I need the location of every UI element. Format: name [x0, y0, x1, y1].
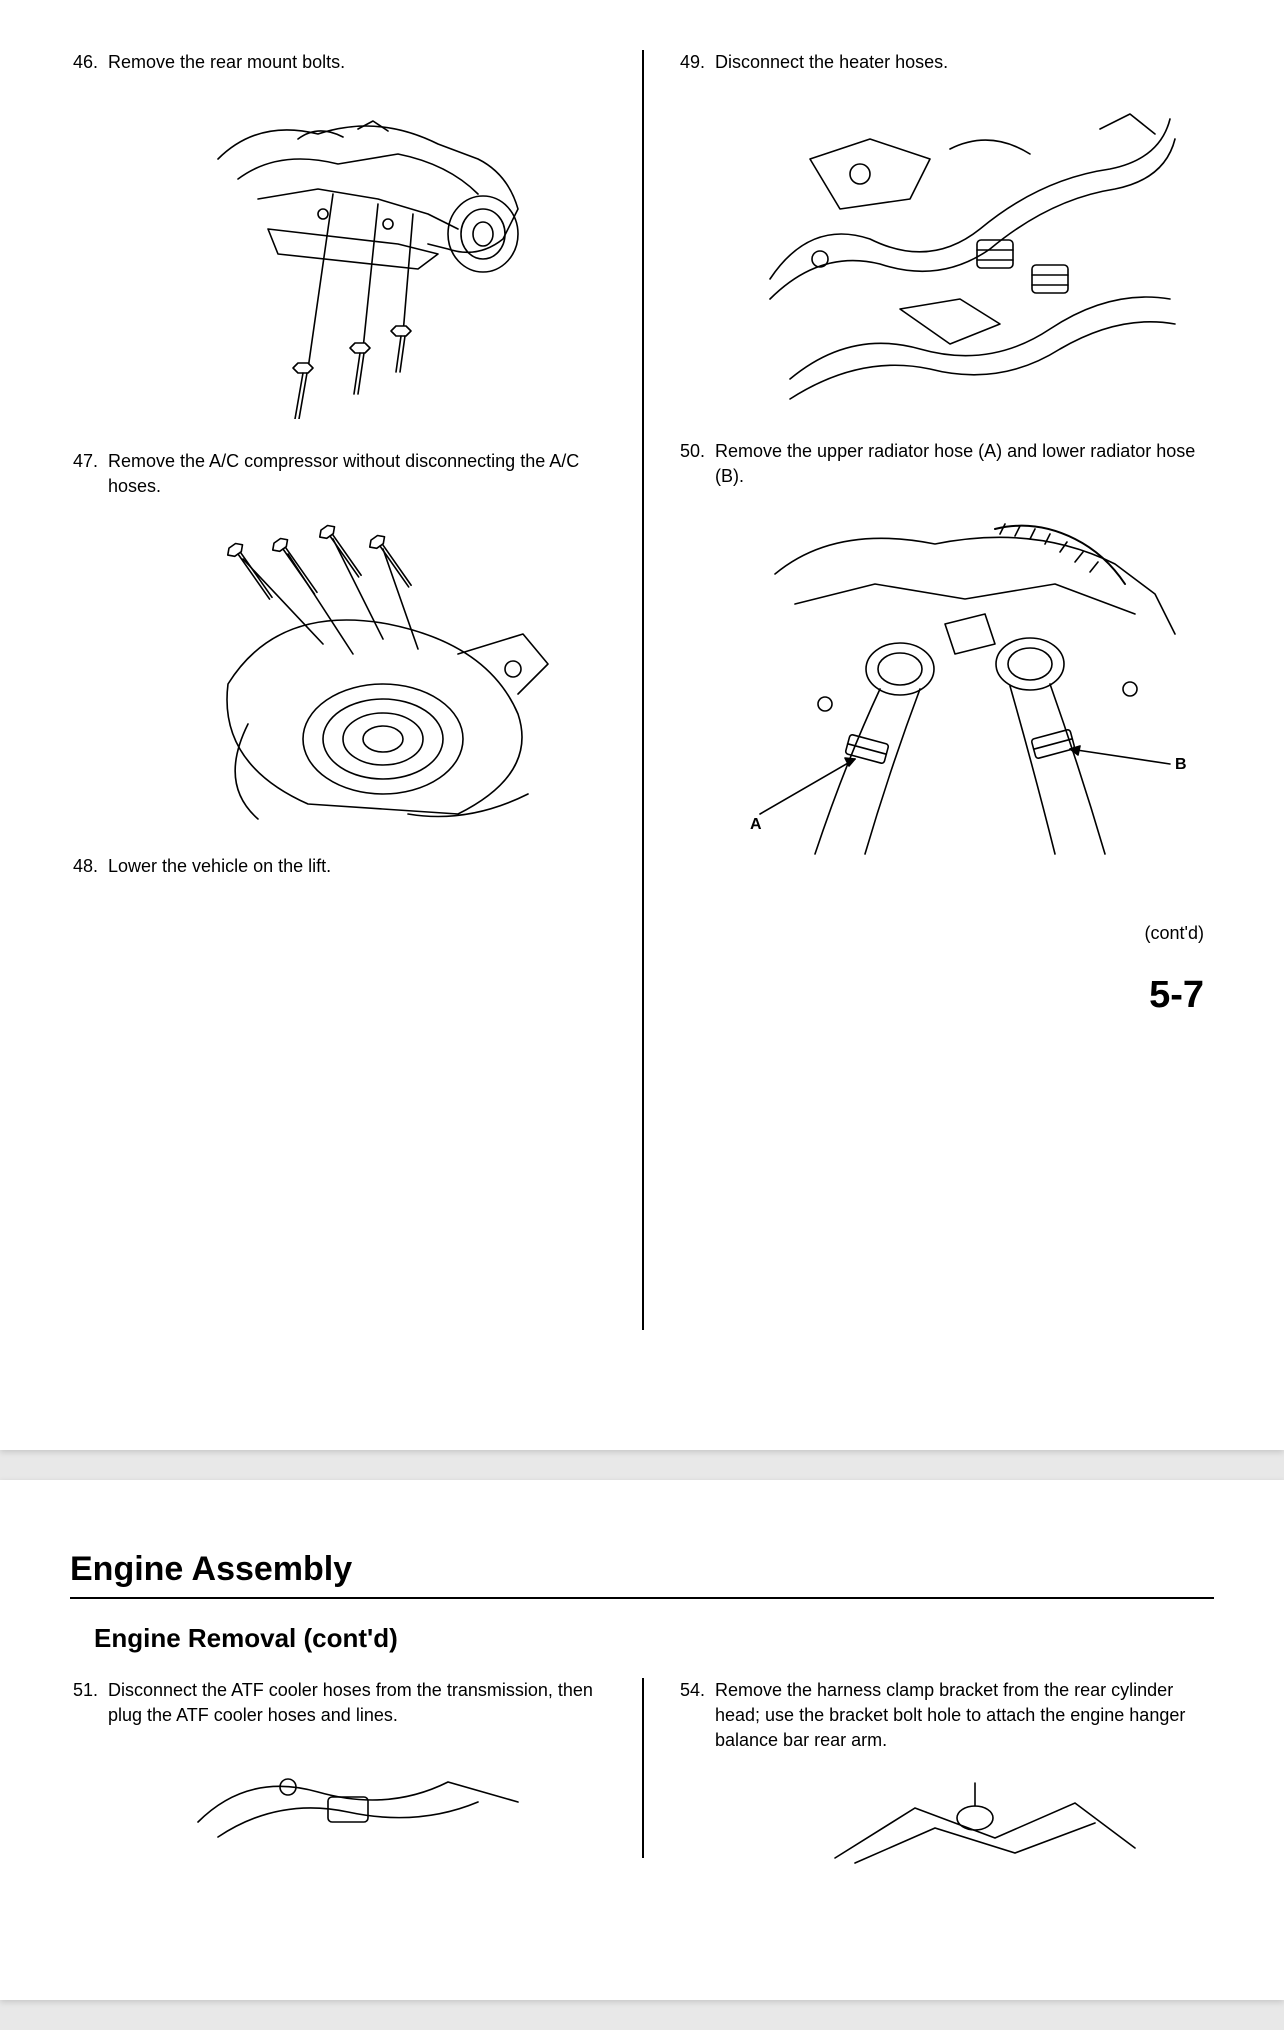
manual-page-1: 46. Remove the rear mount bolts. [0, 0, 1284, 1450]
section-rule [70, 1597, 1214, 1599]
right-column: 54. Remove the harness clamp bracket fro… [642, 1678, 1214, 1898]
sub-title: Engine Removal (cont'd) [94, 1623, 1214, 1654]
column-divider [642, 1678, 644, 1858]
step-number: 48. [70, 854, 108, 879]
step-text: Disconnect the ATF cooler hoses from the… [108, 1678, 607, 1728]
diagram-ac-compressor [108, 524, 607, 824]
label-a: A [750, 816, 762, 833]
step-number: 51. [70, 1678, 108, 1703]
step-number: 46. [70, 50, 108, 75]
step-46: 46. Remove the rear mount bolts. [70, 50, 607, 75]
diagram-rear-mount-bolts [108, 99, 607, 419]
step-text: Lower the vehicle on the lift. [108, 854, 607, 879]
label-b: B [1175, 756, 1187, 773]
right-column: 49. Disconnect the heater hoses. [642, 50, 1214, 903]
column-divider [642, 50, 644, 1330]
step-50: 50. Remove the upper radiator hose (A) a… [677, 439, 1214, 489]
two-column-layout: 46. Remove the rear mount bolts. [70, 50, 1214, 903]
step-47: 47. Remove the A/C compressor without di… [70, 449, 607, 499]
manual-page-2: Engine Assembly Engine Removal (cont'd) … [0, 1480, 1284, 2000]
diagram-harness-clamp-bracket [715, 1778, 1214, 1868]
step-text: Disconnect the heater hoses. [715, 50, 1214, 75]
step-48: 48. Lower the vehicle on the lift. [70, 854, 607, 879]
section-title: Engine Assembly [70, 1550, 1214, 1589]
step-51: 51. Disconnect the ATF cooler hoses from… [70, 1678, 607, 1728]
step-text: Remove the A/C compressor without discon… [108, 449, 607, 499]
step-text: Remove the rear mount bolts. [108, 50, 607, 75]
left-column: 46. Remove the rear mount bolts. [70, 50, 642, 903]
diagram-radiator-hoses: A B [715, 514, 1214, 864]
step-54: 54. Remove the harness clamp bracket fro… [677, 1678, 1214, 1754]
step-number: 49. [677, 50, 715, 75]
step-text: Remove the harness clamp bracket from th… [715, 1678, 1214, 1754]
diagram-heater-hoses [715, 99, 1214, 409]
step-text: Remove the upper radiator hose (A) and l… [715, 439, 1214, 489]
left-column: 51. Disconnect the ATF cooler hoses from… [70, 1678, 642, 1898]
diagram-atf-cooler-hoses [108, 1752, 607, 1842]
step-number: 47. [70, 449, 108, 474]
two-column-layout: 51. Disconnect the ATF cooler hoses from… [70, 1678, 1214, 1898]
step-number: 54. [677, 1678, 715, 1703]
step-49: 49. Disconnect the heater hoses. [677, 50, 1214, 75]
step-number: 50. [677, 439, 715, 464]
